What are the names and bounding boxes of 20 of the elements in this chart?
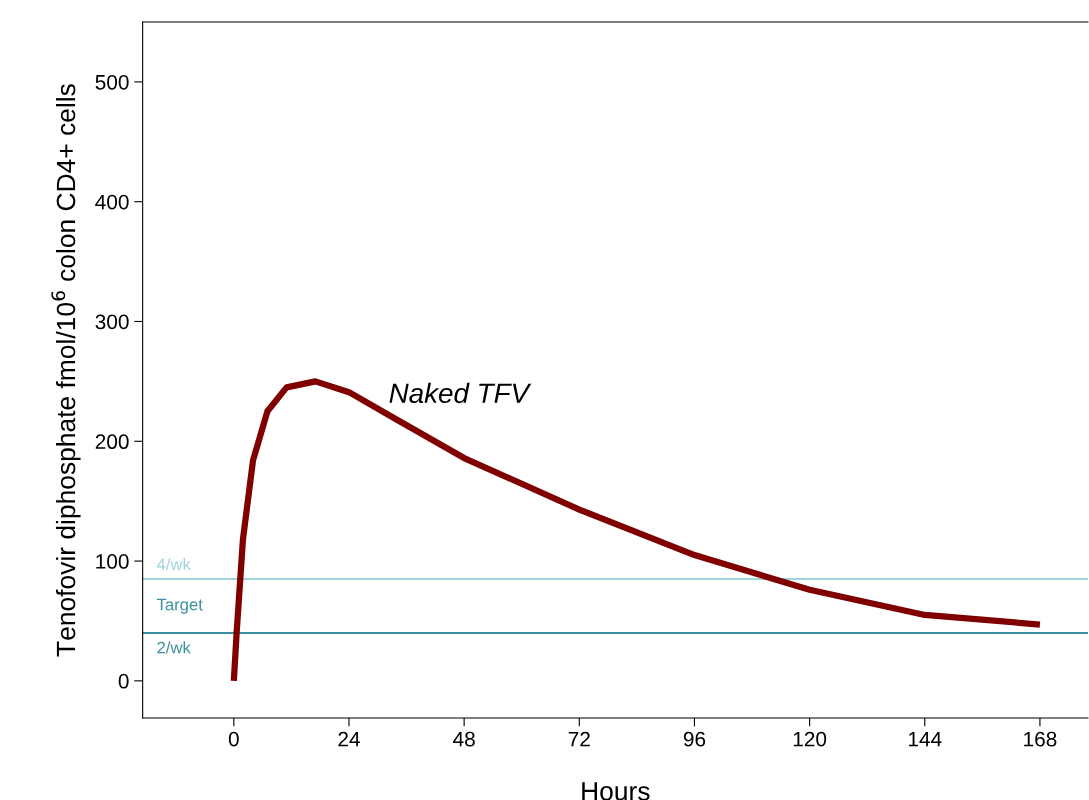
y-tick-label: 200 (95, 434, 129, 450)
annotation: Target (156, 598, 203, 614)
y-tick-label: 0 (118, 673, 129, 689)
x-axis-title: Hours (582, 782, 650, 800)
x-tick-label: 24 (338, 731, 360, 747)
x-tick-label: 120 (793, 731, 827, 747)
y-tick-label: 300 (95, 314, 129, 330)
x-tick-label: 168 (1024, 731, 1057, 747)
x-tick-label: 144 (908, 731, 942, 747)
series-label: Naked TFV (389, 382, 532, 404)
y-tick-label: 400 (95, 194, 129, 210)
y-tick-label: 100 (96, 554, 129, 569)
y-axis-title: Tenofovir diphosphate fmol/10$^{6}$ colon CD4+ cells (51, 84, 81, 657)
x-tick-label: 96 (683, 731, 706, 747)
ref-line-label: 2/wk (157, 641, 191, 654)
ref-line-label: 4/wk (156, 557, 191, 571)
x-tick-label: 0 (228, 731, 239, 747)
x-tick-label: 48 (453, 731, 475, 747)
y-tick-label: 500 (95, 74, 129, 90)
x-tick-label: 72 (568, 731, 590, 747)
